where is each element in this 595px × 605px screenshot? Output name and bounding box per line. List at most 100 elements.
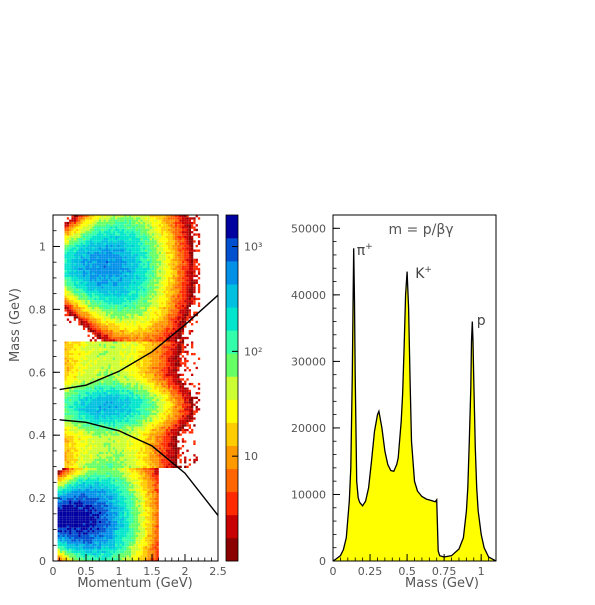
heatmap-cell [87, 445, 90, 448]
heatmap-cell [89, 433, 93, 436]
heatmap-cell [73, 488, 76, 491]
heatmap-cell [66, 445, 70, 448]
heatmap-cell [99, 502, 102, 505]
heatmap-cell [126, 389, 129, 393]
heatmap-cell [112, 226, 116, 229]
heatmap-cell [117, 286, 120, 289]
heatmap-cell [131, 364, 134, 367]
heatmap-cell [85, 385, 88, 388]
heatmap-cell [115, 527, 118, 531]
heatmap-cell [112, 520, 116, 524]
heatmap-cell [85, 244, 88, 248]
heatmap-cell [119, 346, 122, 349]
heatmap-cell [76, 267, 79, 271]
heatmap-cell [85, 346, 88, 349]
heatmap-cell [99, 348, 102, 351]
heatmap-cell [76, 426, 79, 429]
heatmap-cell [82, 514, 86, 517]
heatmap-cell [62, 468, 65, 471]
heatmap-cell [94, 224, 97, 227]
heatmap-cell [87, 277, 90, 280]
heatmap-cell [115, 284, 118, 287]
heatmap-cell [66, 235, 70, 238]
heatmap-cell [105, 217, 109, 220]
heatmap-cell [78, 357, 81, 360]
heatmap-cell [131, 553, 134, 556]
heatmap-cell [133, 507, 136, 510]
heatmap-cell [110, 426, 113, 429]
heatmap-cell [85, 318, 88, 321]
heatmap-cell [71, 449, 74, 452]
heatmap-cell [78, 470, 81, 473]
heatmap-cell [101, 316, 104, 319]
heatmap-cell [94, 417, 97, 420]
heatmap-cell [87, 272, 90, 275]
heatmap-cell [76, 277, 79, 280]
heatmap-cell [94, 514, 97, 517]
heatmap-cell [110, 502, 113, 505]
heatmap-cell [99, 371, 102, 374]
heatmap-cell [94, 366, 97, 370]
heatmap-cell [138, 339, 141, 342]
heatmap-cell [94, 486, 97, 489]
heatmap-cell [122, 228, 125, 232]
heatmap-cell [101, 295, 104, 298]
heatmap-cell [122, 516, 125, 519]
heatmap-cell [76, 555, 79, 558]
heatmap-cell [110, 249, 113, 252]
heatmap-cell [89, 502, 93, 505]
heatmap-cell [89, 389, 93, 393]
heatmap-cell [57, 504, 60, 508]
heatmap-cell [71, 274, 74, 278]
heatmap-cell [119, 217, 122, 220]
heatmap-cell [78, 376, 81, 379]
heatmap-cell [80, 484, 83, 487]
heatmap-cell [119, 348, 122, 351]
heatmap-cell [119, 228, 122, 232]
heatmap-cell [76, 373, 79, 376]
heatmap-cell [135, 514, 139, 517]
heatmap-cell [76, 493, 79, 496]
heatmap-cell [96, 497, 99, 501]
heatmap-cell [105, 288, 109, 291]
heatmap-cell [110, 438, 113, 441]
heatmap-cell [112, 548, 116, 551]
heatmap-cell [112, 244, 116, 248]
heatmap-cell [59, 516, 63, 519]
heatmap-cell [128, 235, 132, 238]
heatmap-cell [131, 502, 134, 505]
heatmap-cell [124, 341, 127, 344]
heatmap-cell [85, 281, 88, 284]
heatmap-cell [133, 539, 136, 542]
heatmap-cell [103, 488, 106, 491]
heatmap-cell [71, 307, 74, 310]
heatmap-cell [103, 527, 106, 531]
heatmap-cell [126, 447, 129, 450]
heatmap-cell [82, 399, 86, 402]
heatmap-cell [105, 447, 109, 450]
heatmap-cell [76, 463, 79, 466]
heatmap-cell [69, 219, 72, 222]
heatmap-cell [105, 251, 109, 255]
heatmap-cell [117, 339, 120, 342]
heatmap-cell [110, 238, 113, 241]
heatmap-cell [131, 422, 134, 425]
heatmap-cell [59, 527, 63, 531]
heatmap-cell [69, 433, 72, 436]
heatmap-cell [119, 442, 122, 445]
heatmap-cell [101, 311, 104, 314]
heatmap-cell [71, 504, 74, 508]
heatmap-cell [99, 235, 102, 238]
heatmap-cell [87, 530, 90, 533]
heatmap-cell [99, 228, 102, 232]
heatmap-cell [71, 394, 74, 397]
heatmap-cell [64, 523, 67, 526]
heatmap-cell [103, 284, 106, 287]
heatmap-cell [119, 254, 122, 257]
heatmap-cell [99, 366, 102, 370]
heatmap-cell [124, 539, 127, 542]
heatmap-cell [105, 438, 109, 441]
heatmap-cell [131, 254, 134, 257]
heatmap-cell [69, 242, 72, 245]
heatmap-cell [71, 426, 74, 429]
